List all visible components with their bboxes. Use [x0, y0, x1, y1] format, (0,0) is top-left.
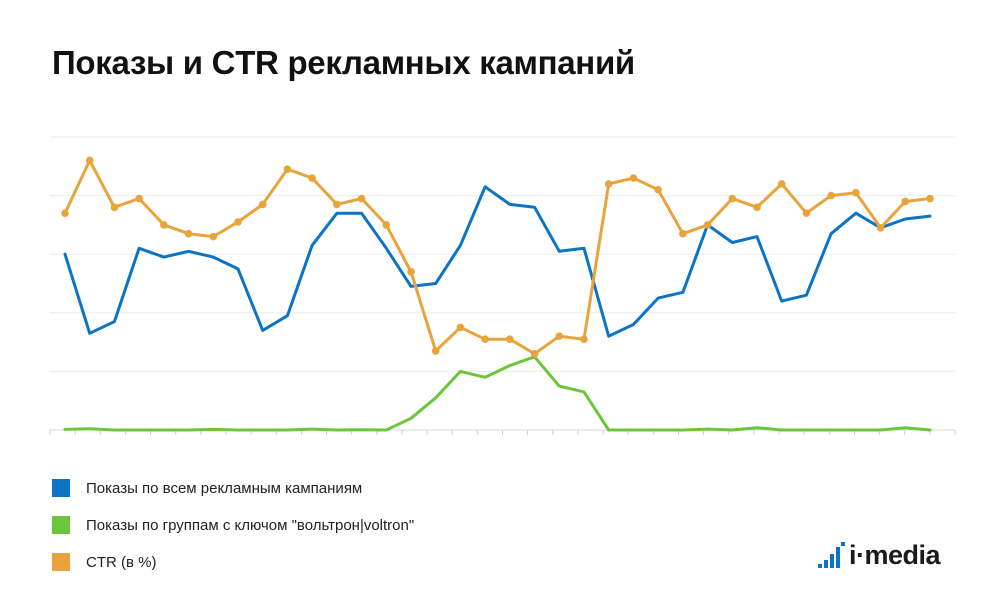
data-point: [110, 203, 119, 212]
data-point: [777, 180, 786, 188]
data-point: [357, 194, 366, 203]
data-point: [901, 197, 910, 206]
data-point: [580, 335, 588, 343]
data-point: [61, 209, 69, 217]
data-point: [530, 350, 539, 358]
x-axis-ticks: [49, 430, 956, 435]
data-point: [679, 229, 687, 238]
data-point: [431, 347, 440, 355]
chart-grid: [50, 136, 955, 431]
data-point: [802, 209, 811, 217]
data-point: [85, 156, 94, 165]
data-point: [555, 332, 564, 341]
logo-wordmark: i·media: [849, 540, 941, 570]
legend-item-voltron-impressions: Показы по группам с ключом "вольтрон|vol…: [52, 515, 414, 535]
legend-swatch-orange: [52, 553, 70, 571]
data-point: [283, 165, 292, 174]
data-point: [333, 200, 341, 209]
series-line-1: [63, 355, 932, 432]
series-points: [61, 156, 934, 358]
data-point: [604, 180, 613, 188]
bar-steps-icon: [818, 541, 845, 568]
legend: Показы по всем рекламным кампаниям Показ…: [52, 478, 414, 589]
data-point: [209, 232, 218, 241]
legend-label: Показы по группам с ключом "вольтрон|vol…: [86, 516, 415, 534]
data-point: [506, 335, 514, 343]
data-point: [407, 267, 415, 276]
data-point: [926, 194, 934, 203]
data-point: [876, 224, 885, 232]
data-point: [135, 194, 143, 203]
data-point: [382, 221, 391, 229]
data-point: [629, 174, 638, 182]
data-point: [258, 200, 267, 209]
series-line-0: [63, 185, 932, 338]
series-lines: [63, 158, 932, 432]
data-point: [308, 174, 316, 182]
series-line-2: [63, 158, 932, 356]
legend-item-total-impressions: Показы по всем рекламным кампаниям: [52, 478, 414, 498]
data-point: [753, 203, 761, 212]
data-point: [481, 335, 489, 343]
data-point: [456, 323, 465, 332]
data-point: [703, 221, 712, 229]
imedia-logo: i·media: [818, 540, 941, 571]
chart-title: Показы и CTR рекламных кампаний: [52, 44, 635, 81]
line-chart: [49, 136, 956, 435]
legend-label: CTR (в %): [86, 553, 157, 571]
legend-label: Показы по всем рекламным кампаниям: [86, 479, 363, 497]
legend-item-ctr: CTR (в %): [52, 552, 414, 572]
data-point: [728, 194, 737, 203]
legend-swatch-blue: [52, 479, 70, 497]
data-point: [234, 218, 242, 226]
data-point: [827, 191, 835, 200]
data-point: [654, 185, 662, 194]
data-point: [852, 188, 860, 197]
legend-swatch-green: [52, 516, 70, 534]
data-point: [184, 229, 193, 238]
data-point: [160, 221, 168, 229]
